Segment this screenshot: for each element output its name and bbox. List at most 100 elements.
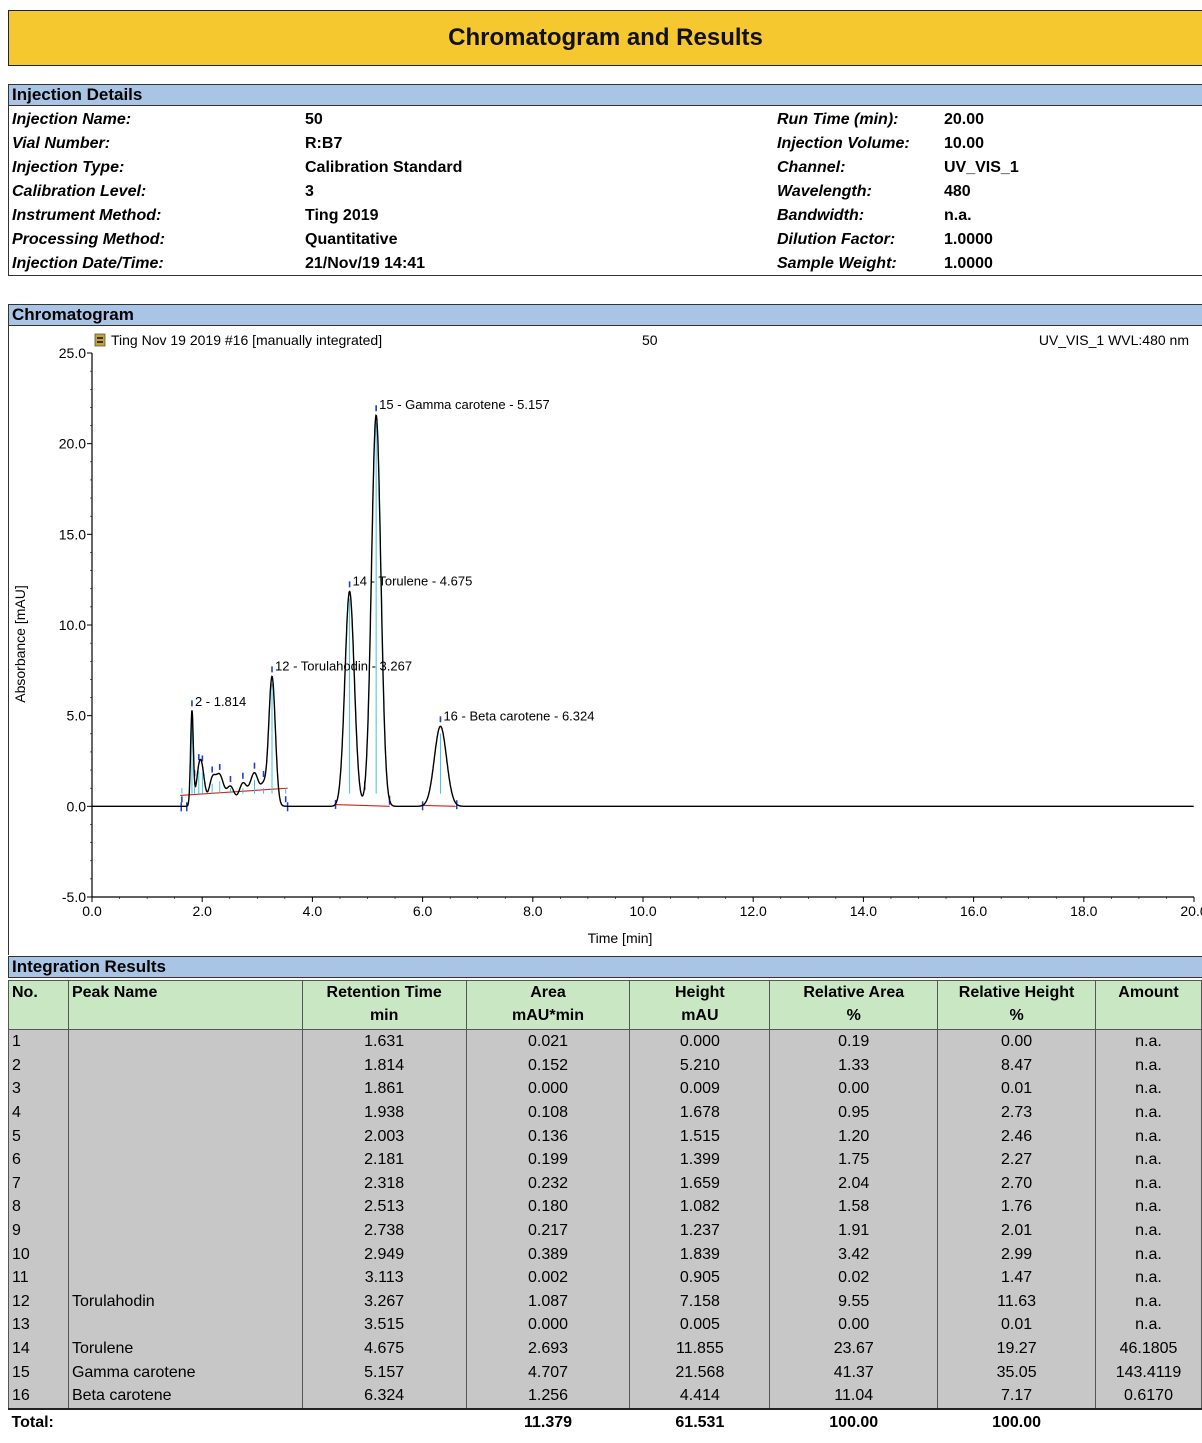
cell-amount: n.a. — [1095, 1029, 1202, 1054]
cell-relative-height: 2.99 — [937, 1242, 1097, 1266]
cell-height: 4.414 — [629, 1383, 771, 1409]
total-height: 61.531 — [629, 1407, 770, 1436]
cell-area: 0.002 — [465, 1265, 631, 1290]
cell-no: 4 — [8, 1100, 69, 1125]
x-tick-label: 10.0 — [629, 903, 656, 919]
cell-relative-area: 0.00 — [769, 1313, 939, 1337]
chart-caption-left: Ting Nov 19 2019 #16 [manually integrate… — [111, 332, 382, 348]
cell-retention-time: 6.324 — [301, 1383, 467, 1409]
cell-area: 0.108 — [465, 1100, 631, 1125]
cell-peak-name — [67, 1100, 303, 1125]
cell-peak-name: Torulene — [67, 1336, 303, 1361]
cell-area: 1.087 — [465, 1289, 631, 1314]
cell-relative-area: 1.91 — [769, 1218, 939, 1243]
cell-height: 1.399 — [629, 1147, 771, 1172]
cell-retention-time: 5.157 — [301, 1360, 467, 1384]
cell-relative-area: 2.04 — [769, 1171, 939, 1196]
cell-area: 1.256 — [465, 1383, 631, 1409]
cell-amount: 0.6170 — [1095, 1383, 1202, 1409]
y-tick-label: 15.0 — [59, 526, 86, 542]
peak-label: 16 - Beta carotene - 6.324 — [443, 708, 594, 723]
detail-label: Run Time (min): — [777, 111, 899, 128]
integration-results-header: Integration Results — [8, 956, 1202, 978]
cell-height: 1.082 — [629, 1195, 771, 1219]
cell-retention-time: 3.515 — [301, 1313, 467, 1337]
table-row: 3 1.861 0.000 0.009 0.00 0.01 n.a. — [8, 1077, 1202, 1101]
cell-height: 11.855 — [629, 1336, 771, 1361]
table-row: 9 2.738 0.217 1.237 1.91 2.01 n.a. — [8, 1218, 1202, 1243]
cell-peak-name — [67, 1195, 303, 1219]
cell-no: 3 — [8, 1077, 69, 1101]
cell-relative-height: 2.46 — [937, 1124, 1097, 1148]
cell-peak-name: Beta carotene — [67, 1383, 303, 1409]
cell-no: 12 — [8, 1289, 69, 1314]
x-tick-label: 8.0 — [523, 903, 543, 919]
cell-amount: n.a. — [1095, 1124, 1202, 1148]
table-row: 16 Beta carotene 6.324 1.256 4.414 11.04 7.17 0… — [8, 1383, 1202, 1409]
detail-label: Injection Type: — [12, 159, 125, 176]
detail-label: Sample Weight: — [777, 255, 897, 272]
cell-retention-time: 2.181 — [301, 1147, 467, 1172]
col-header-retention-time: Retention Time min — [301, 980, 467, 1030]
chart-caption-right: UV_VIS_1 WVL:480 nm — [1039, 332, 1189, 348]
cell-retention-time: 1.814 — [301, 1053, 467, 1078]
table-row: 14 Torulene 4.675 2.693 11.855 23.67 19.27 46.1… — [8, 1336, 1202, 1361]
injection-details-panel: Injection Name: Vial Number: Injection T… — [8, 105, 1202, 276]
cell-height: 0.905 — [629, 1265, 771, 1290]
total-relative-area: 100.00 — [769, 1407, 938, 1436]
cell-amount: n.a. — [1095, 1053, 1202, 1078]
col-header-amount: Amount — [1095, 980, 1202, 1030]
cell-relative-area: 11.04 — [769, 1383, 939, 1409]
cell-retention-time: 4.675 — [301, 1336, 467, 1361]
cell-relative-area: 0.95 — [769, 1100, 939, 1125]
page-title: Chromatogram and Results — [8, 10, 1202, 66]
table-row: 10 2.949 0.389 1.839 3.42 2.99 n.a. — [8, 1242, 1202, 1266]
total-area: 11.379 — [466, 1407, 630, 1436]
cell-area: 0.021 — [465, 1029, 631, 1054]
table-row: 1 1.631 0.021 0.000 0.19 0.00 n.a. — [8, 1029, 1202, 1054]
cell-no: 15 — [8, 1360, 69, 1384]
cell-relative-height: 11.63 — [937, 1289, 1097, 1314]
detail-value: Calibration Standard — [305, 159, 463, 176]
cell-peak-name: Torulahodin — [67, 1289, 303, 1314]
cell-retention-time: 2.738 — [301, 1218, 467, 1243]
cell-retention-time: 1.938 — [301, 1100, 467, 1125]
cell-no: 2 — [8, 1053, 69, 1078]
y-tick-label: 5.0 — [67, 708, 87, 724]
cell-relative-area: 3.42 — [769, 1242, 939, 1266]
peak-label: 15 - Gamma carotene - 5.157 — [379, 397, 550, 412]
y-tick-label: 25.0 — [59, 345, 86, 361]
cell-retention-time: 2.318 — [301, 1171, 467, 1196]
cell-no: 1 — [8, 1029, 69, 1054]
doc-icon — [94, 333, 106, 347]
detail-value: Ting 2019 — [305, 207, 379, 224]
cell-height: 7.158 — [629, 1289, 771, 1314]
cell-height: 21.568 — [629, 1360, 771, 1384]
cell-height: 0.009 — [629, 1077, 771, 1101]
col-header-height: Height mAU — [629, 980, 771, 1030]
baseline-segment — [422, 804, 456, 807]
cell-amount: n.a. — [1095, 1171, 1202, 1196]
cell-no: 9 — [8, 1218, 69, 1243]
cell-relative-area: 0.00 — [769, 1077, 939, 1101]
cell-relative-height: 1.47 — [937, 1265, 1097, 1290]
table-row: 4 1.938 0.108 1.678 0.95 2.73 n.a. — [8, 1100, 1202, 1125]
cell-no: 14 — [8, 1336, 69, 1361]
x-tick-label: 6.0 — [413, 903, 433, 919]
cell-relative-height: 8.47 — [937, 1053, 1097, 1078]
cell-amount: n.a. — [1095, 1147, 1202, 1172]
detail-value: R:B7 — [305, 135, 343, 152]
col-header-peak-name: Peak Name — [67, 980, 303, 1030]
cell-height: 1.678 — [629, 1100, 771, 1125]
cell-height: 1.515 — [629, 1124, 771, 1148]
cell-area: 0.217 — [465, 1218, 631, 1243]
detail-value: 1.0000 — [944, 231, 993, 248]
detail-value: 10.00 — [944, 135, 985, 152]
details-left-values: 50 R:B7 Calibration Standard 3 Ting 2019… — [305, 108, 462, 276]
cell-height: 0.005 — [629, 1313, 771, 1337]
col-header-relative-area: Relative Area% — [769, 980, 939, 1030]
total-label: Total: — [8, 1407, 303, 1436]
cell-area: 0.136 — [465, 1124, 631, 1148]
total-row: Total: 11.379 61.531 100.00 100.00 — [8, 1407, 1202, 1436]
table-row: 11 3.113 0.002 0.905 0.02 1.47 n.a. — [8, 1265, 1202, 1290]
